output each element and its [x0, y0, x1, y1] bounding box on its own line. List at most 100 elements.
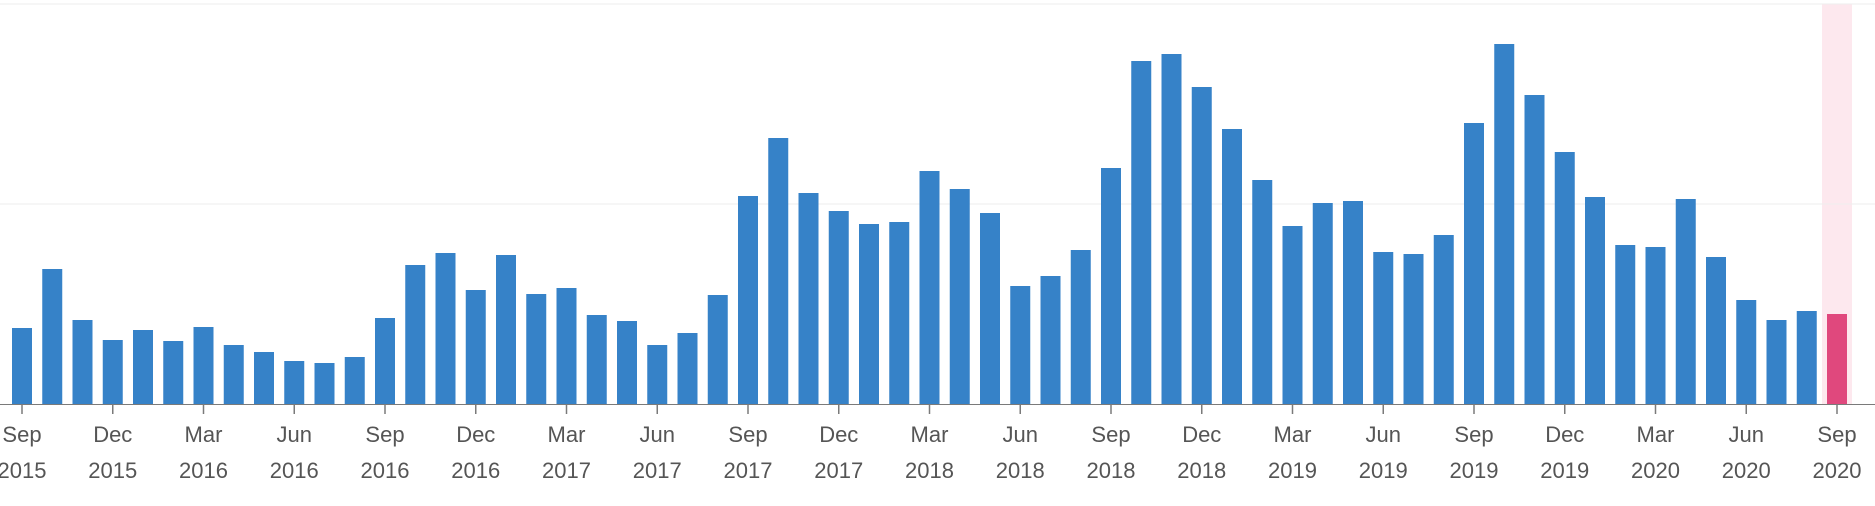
bar: Jun 2020: 104	[1736, 300, 1757, 404]
bar: Apr 2018: 215	[949, 189, 970, 404]
bar: Jan 2020: 207	[1585, 197, 1605, 404]
bar: Sep 2015: 76	[12, 328, 32, 404]
x-tick-label-year: 2015	[88, 458, 137, 483]
bar: Jun 2019: 152	[1373, 252, 1394, 404]
x-tick-label-year: 2018	[905, 458, 954, 483]
bar: May 2020: 147	[1706, 257, 1726, 404]
bar: May 2016: 52	[254, 352, 274, 404]
x-tick-label-year: 2017	[814, 458, 863, 483]
bar: Nov 2018: 350	[1161, 54, 1182, 404]
bar: Apr 2020: 205	[1675, 199, 1696, 404]
bar: Oct 2015: 135	[42, 269, 63, 404]
x-axis	[0, 404, 1875, 414]
x-tick-label-month: Dec	[1182, 422, 1221, 447]
x-tick-label-year: 2016	[451, 458, 500, 483]
bar: Oct 2018: 343	[1131, 61, 1152, 404]
bar: Oct 2016: 139	[405, 265, 426, 404]
bar: Sep 2019: 281	[1464, 123, 1484, 404]
bar: Nov 2015: 84	[72, 320, 93, 404]
x-tick-label-year: 2019	[1450, 458, 1499, 483]
bar: Jan 2016: 74	[133, 330, 153, 404]
bar: Jan 2019: 275	[1222, 129, 1242, 404]
x-tick-label-year: 2018	[1087, 458, 1136, 483]
x-tick-label-month: Sep	[1091, 422, 1130, 447]
bar: Jul 2020: 84	[1766, 320, 1787, 404]
x-tick-label-year: 2017	[542, 458, 591, 483]
x-tick-label-year: 2015	[0, 458, 46, 483]
bar: Jul 2018: 128	[1040, 276, 1061, 404]
x-tick-label-month: Mar	[1274, 422, 1312, 447]
x-tick-label-month: Jun	[1003, 422, 1038, 447]
bar: May 2019: 203	[1343, 201, 1363, 404]
x-tick-label-year: 2020	[1722, 458, 1771, 483]
bar: Mar 2017: 116	[556, 288, 577, 404]
bar: Dec 2019: 252	[1554, 152, 1575, 404]
bar: Jul 2016: 41	[314, 363, 335, 404]
x-tick-label-month: Jun	[277, 422, 312, 447]
bar: Dec 2017: 193	[828, 211, 849, 404]
bar: May 2017: 83	[617, 321, 637, 404]
bar: Aug 2018: 154	[1070, 250, 1091, 404]
bar: Oct 2017: 266	[768, 138, 789, 404]
x-tick-label-year: 2019	[1268, 458, 1317, 483]
bar: Dec 2015: 64	[102, 340, 123, 404]
x-tick-label-year: 2016	[179, 458, 228, 483]
bar: Aug 2020: 93	[1796, 311, 1817, 404]
x-tick-label-year: 2019	[1540, 458, 1589, 483]
bar: Apr 2019: 201	[1312, 203, 1333, 404]
x-tick-label-month: Jun	[1729, 422, 1764, 447]
bar: Jul 2017: 71	[677, 333, 698, 404]
x-tick-label-year: 2018	[996, 458, 1045, 483]
bar: May 2018: 191	[980, 213, 1000, 404]
bar: Feb 2019: 224	[1252, 180, 1273, 404]
bar: Feb 2018: 182	[889, 222, 910, 404]
bar: Sep 2017: 208	[738, 196, 758, 404]
bar: Jan 2018: 180	[859, 224, 879, 404]
bar: Sep 2016: 86	[375, 318, 395, 404]
x-tick-label-year: 2019	[1359, 458, 1408, 483]
bar: Feb 2016: 63	[163, 341, 184, 404]
x-tick-label-month: Mar	[1637, 422, 1675, 447]
x-tick-label-month: Mar	[185, 422, 223, 447]
bar: Jun 2018: 118	[1010, 286, 1031, 404]
x-tick-label-year: 2017	[724, 458, 773, 483]
x-tick-label-month: Sep	[2, 422, 41, 447]
bar: Nov 2016: 151	[435, 253, 456, 404]
bar: Sep 2018: 236	[1101, 168, 1121, 404]
x-tick-label-month: Dec	[1545, 422, 1584, 447]
x-tick-label-year: 2016	[361, 458, 410, 483]
bar: Nov 2019: 309	[1524, 95, 1545, 404]
bar: Apr 2016: 59	[223, 345, 244, 404]
x-tick-label-year: 2018	[1177, 458, 1226, 483]
bar: Dec 2018: 317	[1191, 87, 1212, 404]
bar: Mar 2020: 157	[1645, 247, 1666, 404]
bar: Mar 2016: 77	[193, 327, 214, 404]
x-tick-label-year: 2020	[1631, 458, 1680, 483]
bar: Feb 2017: 110	[526, 294, 547, 404]
bar: Feb 2020: 159	[1615, 245, 1636, 404]
x-tick-label-month: Sep	[1454, 422, 1493, 447]
x-tick-label-year: 2020	[1813, 458, 1862, 483]
bar: Dec 2016: 114	[465, 290, 486, 404]
bar: Mar 2019: 178	[1282, 226, 1303, 404]
x-tick-label-month: Dec	[819, 422, 858, 447]
bar: Aug 2017: 109	[707, 295, 728, 404]
bar: Aug 2019: 169	[1433, 235, 1454, 404]
bar: Jun 2017: 59	[647, 345, 668, 404]
bar: Nov 2017: 211	[798, 193, 819, 404]
bars: Sep 2015: 76 Oct 2015: 135 Nov 2015: 84 Dec…	[12, 44, 1847, 404]
x-tick-label-month: Jun	[640, 422, 675, 447]
x-tick-label-month: Sep	[728, 422, 767, 447]
x-tick-labels: Sep 2015 Dec 2015 Mar 2016 Jun 2016 Sep 2016 Dec 20…	[0, 422, 1861, 483]
x-tick-label-month: Sep	[1817, 422, 1856, 447]
bar: Apr 2017: 89	[586, 315, 607, 404]
x-tick-label-month: Dec	[93, 422, 132, 447]
x-tick-label-year: 2017	[633, 458, 682, 483]
bar: Aug 2016: 47	[344, 357, 365, 404]
bar: Oct 2019: 360	[1494, 44, 1515, 404]
bar: Mar 2018: 233	[919, 171, 940, 404]
x-tick-label-month: Sep	[365, 422, 404, 447]
bar: Jun 2016: 43	[284, 361, 305, 404]
